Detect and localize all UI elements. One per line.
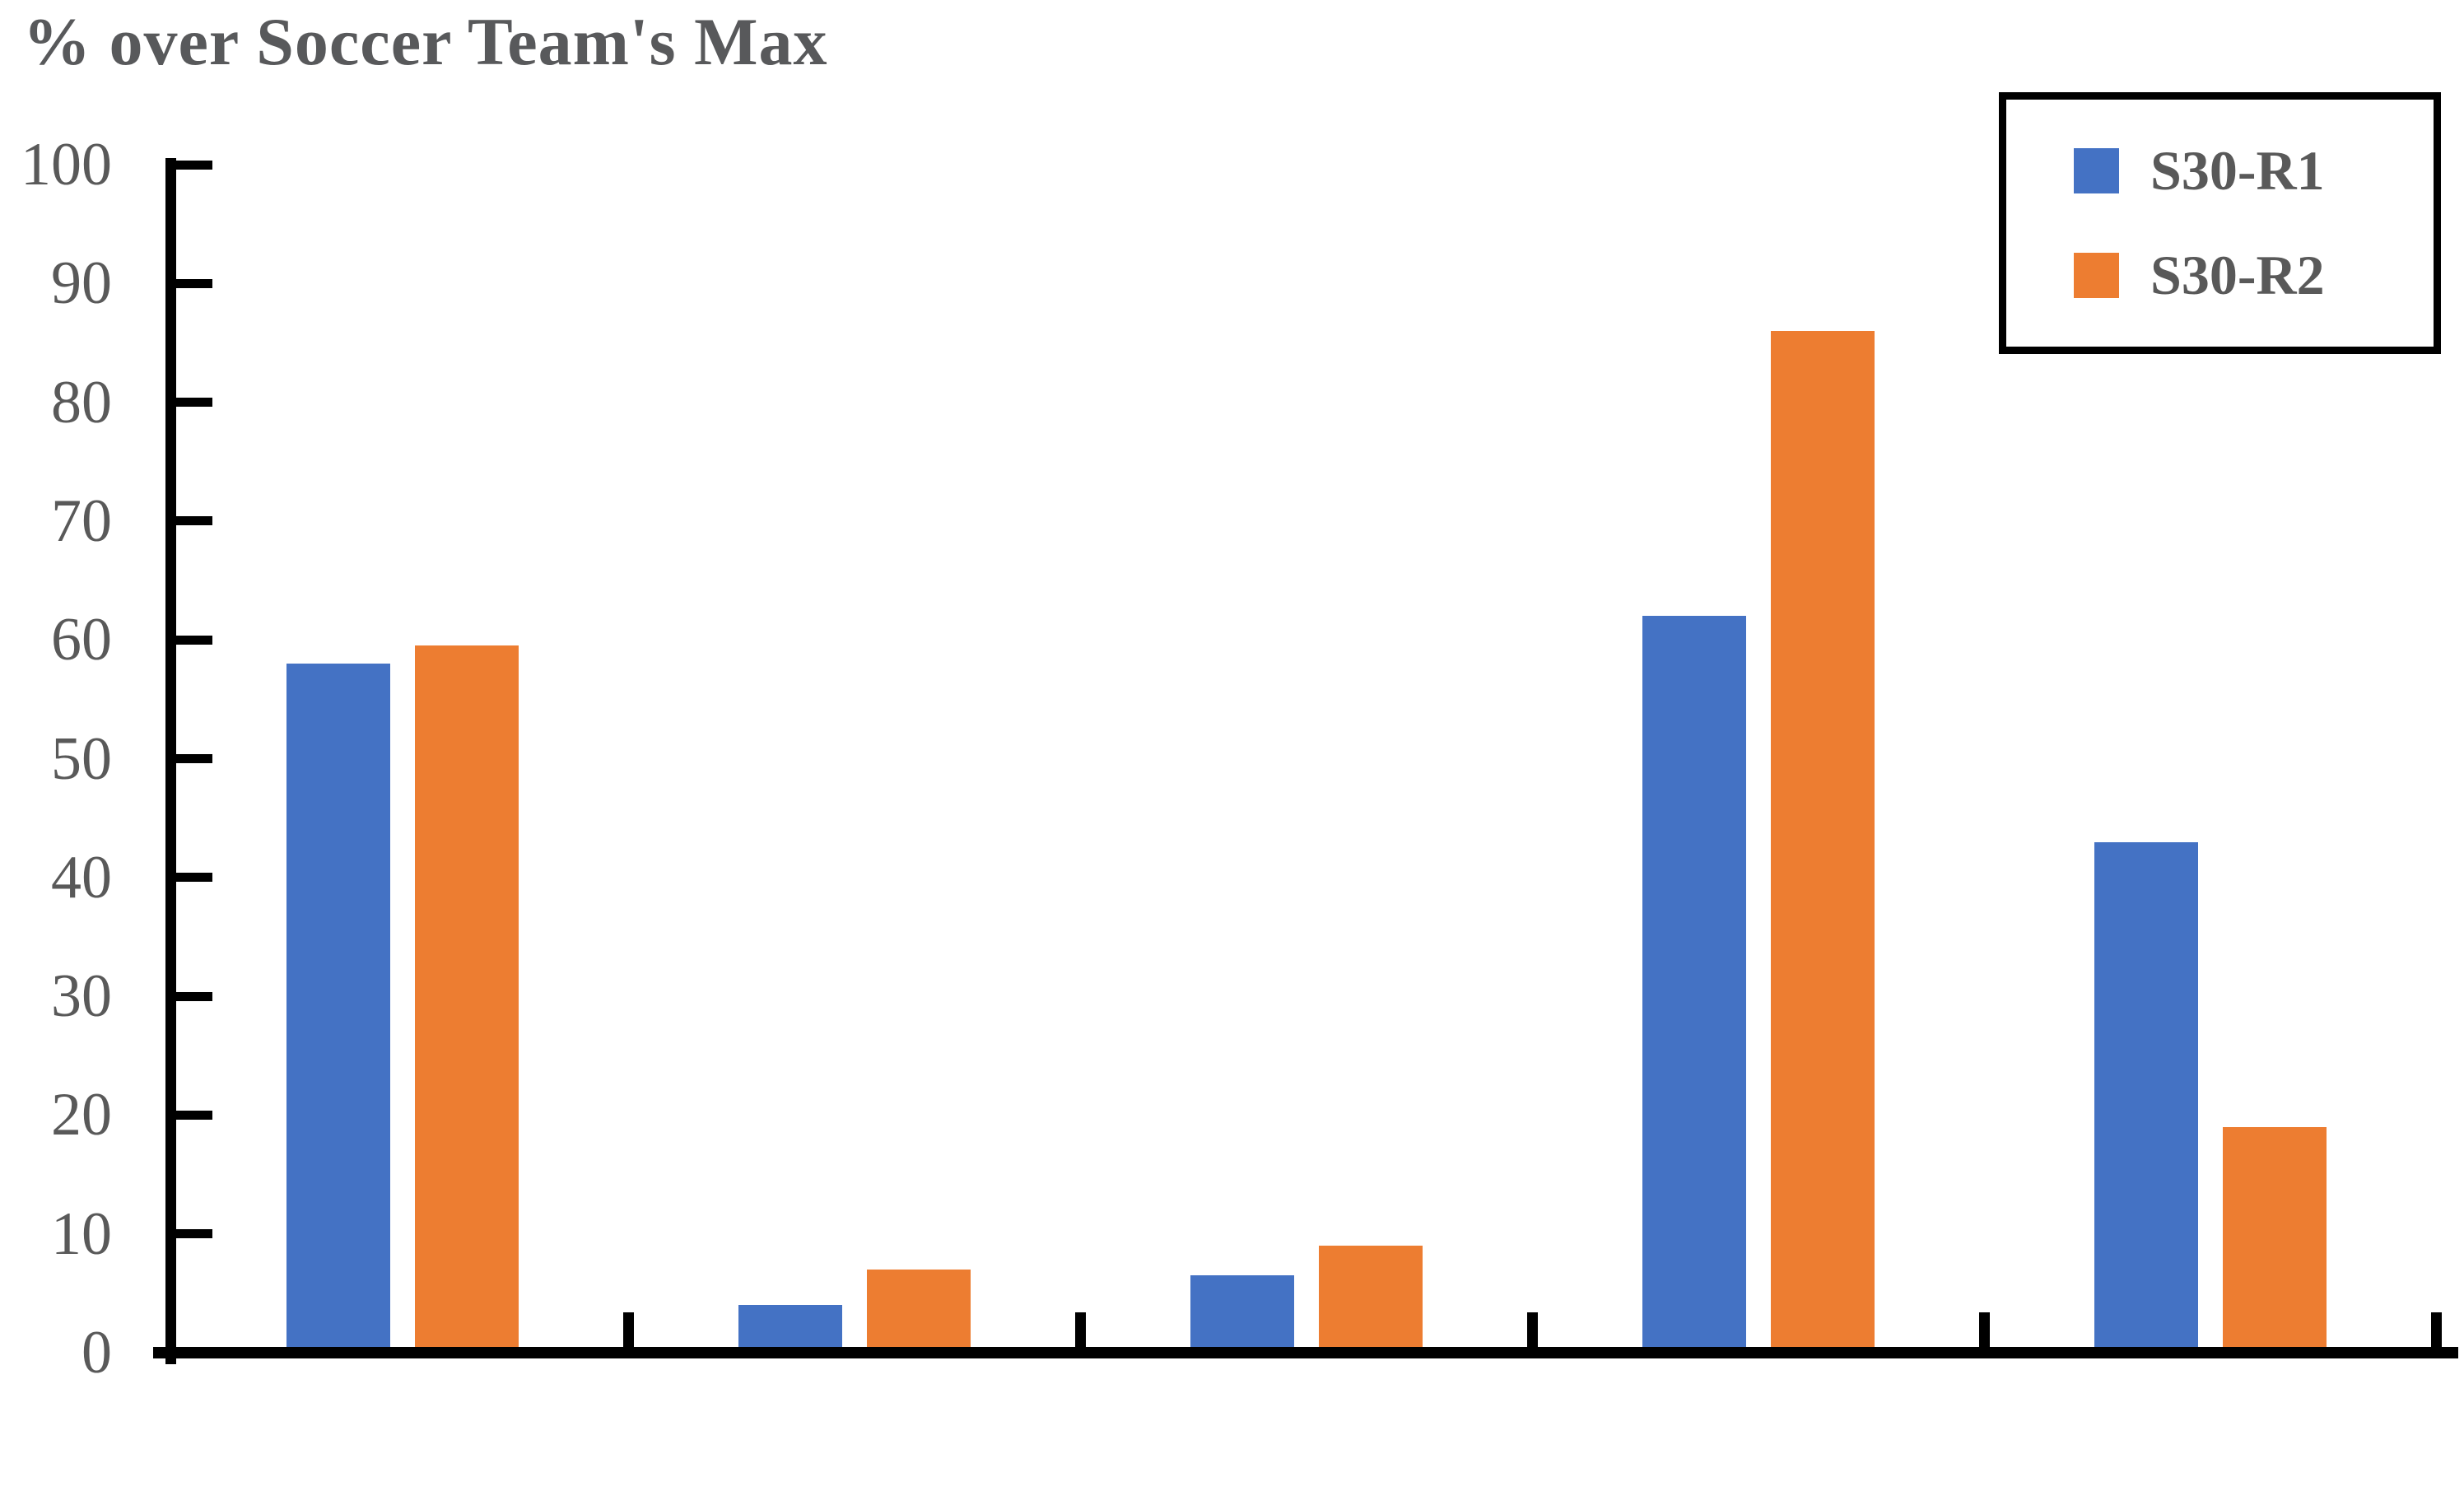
bar-group-vlf: [1080, 165, 1532, 1353]
y-tick-70: [176, 516, 212, 526]
y-tick-label-80: 80: [51, 368, 112, 436]
legend: S30-R1 S30-R2: [1999, 92, 2441, 354]
x-tick-2: [1074, 1312, 1086, 1347]
legend-label-s30-r1: S30-R1: [2150, 139, 2325, 203]
y-tick-100: [176, 160, 212, 170]
y-tick-label-30: 30: [51, 962, 112, 1031]
legend-swatch-s30-r2: [2074, 252, 2119, 298]
bar-group-hf: [628, 165, 1080, 1353]
bar-s30-r2-hf: [866, 1270, 971, 1353]
legend-item-s30-r2: S30-R2: [2006, 243, 2434, 308]
bar-s30-r1-hf: [738, 1305, 842, 1353]
y-tick-30: [176, 991, 212, 1001]
legend-label-s30-r2: S30-R2: [2150, 243, 2325, 306]
x-tick-5: [2430, 1312, 2442, 1347]
bar-s30-r2-hfnu: [1770, 331, 1875, 1353]
bar-s30-r2-mrr: [414, 645, 519, 1353]
y-axis-line: [165, 158, 176, 1364]
y-tick-50: [176, 754, 212, 763]
y-tick-40: [176, 873, 212, 883]
bar-group-lfnu: [1984, 165, 2436, 1353]
bar-s30-r2-lfnu: [2222, 1126, 2327, 1353]
bar-s30-r1-mrr: [286, 664, 390, 1353]
x-axis-line: [153, 1347, 2458, 1358]
y-tick-label-70: 70: [51, 487, 112, 555]
y-tick-label-50: 50: [51, 725, 112, 793]
y-tick-label-20: 20: [51, 1081, 112, 1149]
y-tick-label-0: 0: [82, 1319, 112, 1386]
bar-s30-r2-vlf: [1318, 1246, 1423, 1353]
plot-area: 1009080706050403020100mRRHFVLFHFnuLFnu: [21, 134, 2458, 1383]
legend-item-s30-r1: S30-R1: [2006, 138, 2434, 203]
bar-s30-r1-lfnu: [2094, 841, 2198, 1353]
y-tick-80: [176, 398, 212, 408]
y-tick-label-40: 40: [51, 843, 112, 911]
x-tick-3: [1526, 1312, 1538, 1347]
bar-s30-r1-vlf: [1190, 1275, 1294, 1353]
x-tick-1: [622, 1312, 634, 1347]
y-tick-label-90: 90: [51, 249, 112, 318]
bar-group-hfnu: [1532, 165, 1984, 1353]
y-tick-60: [176, 635, 212, 645]
bar-groups: [176, 165, 2436, 1353]
legend-swatch-s30-r1: [2074, 148, 2119, 194]
y-tick-label-60: 60: [51, 606, 112, 674]
y-tick-label-100: 100: [21, 131, 112, 198]
chart-title: % over Soccer Team's Max: [23, 4, 828, 79]
y-tick-10: [176, 1229, 212, 1239]
y-tick-20: [176, 1110, 212, 1120]
y-tick-90: [176, 278, 212, 288]
bar-group-mrr: [176, 165, 628, 1353]
y-tick-label-10: 10: [51, 1200, 112, 1268]
bar-s30-r1-hfnu: [1642, 616, 1746, 1353]
x-tick-4: [1978, 1312, 1990, 1347]
